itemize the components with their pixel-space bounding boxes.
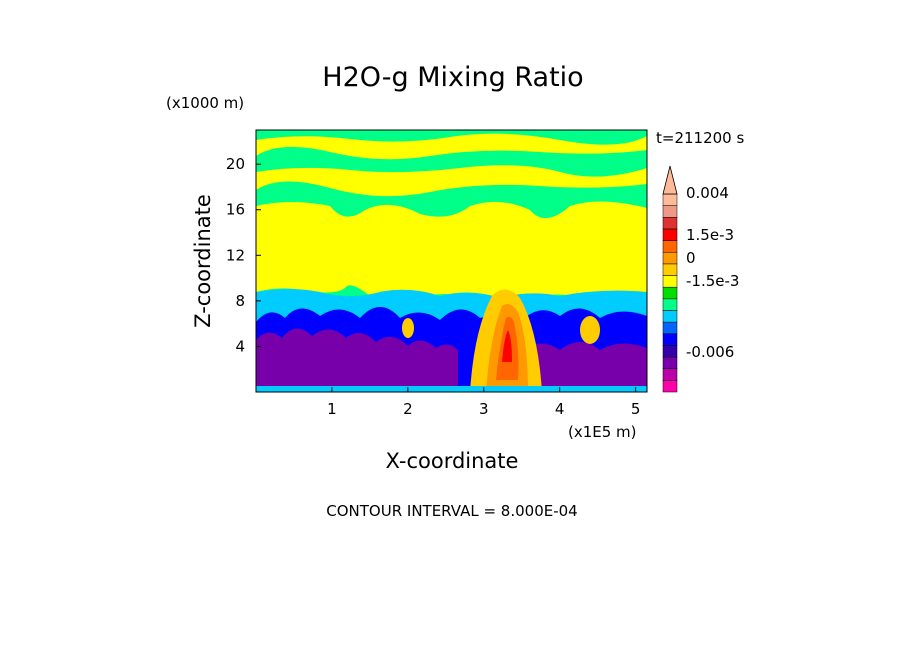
colorbar-label: -1.5e-3	[686, 272, 739, 290]
x-tick-label: 3	[479, 400, 489, 418]
colorbar-bin	[662, 263, 678, 276]
colorbar-bin	[662, 380, 678, 393]
colorbar-bin	[662, 240, 678, 253]
colorbar-bin	[662, 275, 678, 288]
colorbar-bin	[662, 356, 678, 369]
chart-title: H2O-g Mixing Ratio	[322, 62, 583, 93]
colorbar-bin	[662, 205, 678, 218]
plot-frame	[255, 129, 648, 393]
colorbar-bin	[662, 310, 678, 323]
y-tick-label: 12	[226, 246, 245, 264]
y-unit-label: (x1000 m)	[166, 94, 244, 112]
colorbar-bin	[662, 217, 678, 230]
y-axis-label: Z-coordinate	[191, 194, 215, 328]
contour-interval-label: CONTOUR INTERVAL = 8.000E-04	[326, 502, 577, 520]
colorbar-bin	[662, 193, 678, 206]
x-tick-label: 2	[403, 400, 413, 418]
x-tick-label: 4	[555, 400, 565, 418]
x-tick-label: 1	[327, 400, 337, 418]
colorbar-bin	[662, 368, 678, 381]
colorbar-extend-arrow	[662, 165, 678, 195]
colorbar-label: 1.5e-3	[686, 226, 734, 244]
y-axis: 4 8 12 16 20	[226, 155, 261, 355]
colorbar-label: 0.004	[686, 184, 729, 202]
y-tick-label: 4	[235, 337, 245, 355]
x-unit-label: (x1E5 m)	[568, 423, 637, 441]
x-axis: 1 2 3 4 5	[327, 387, 640, 418]
colorbar-bin	[662, 228, 678, 241]
contour-field	[256, 130, 647, 392]
colorbar-label: -0.006	[686, 343, 734, 361]
colorbar-labels: 0.004 1.5e-3 0 -1.5e-3 -0.006	[686, 184, 739, 361]
colorbar-bin	[662, 286, 678, 300]
y-tick-label: 8	[235, 292, 245, 310]
x-tick-label: 5	[631, 400, 641, 418]
time-label: t=211200 s	[656, 129, 744, 147]
y-tick-label: 20	[226, 155, 245, 173]
x-axis-label: X-coordinate	[386, 449, 519, 473]
y-tick-label: 16	[226, 201, 245, 219]
colorbar-bin	[662, 321, 678, 335]
colorbar-bin	[662, 251, 678, 265]
colorbar-label: 0	[686, 249, 696, 267]
colorbar	[662, 165, 678, 393]
colorbar-bin	[662, 298, 678, 311]
colorbar-bin	[662, 345, 678, 358]
colorbar-bin	[662, 333, 678, 346]
